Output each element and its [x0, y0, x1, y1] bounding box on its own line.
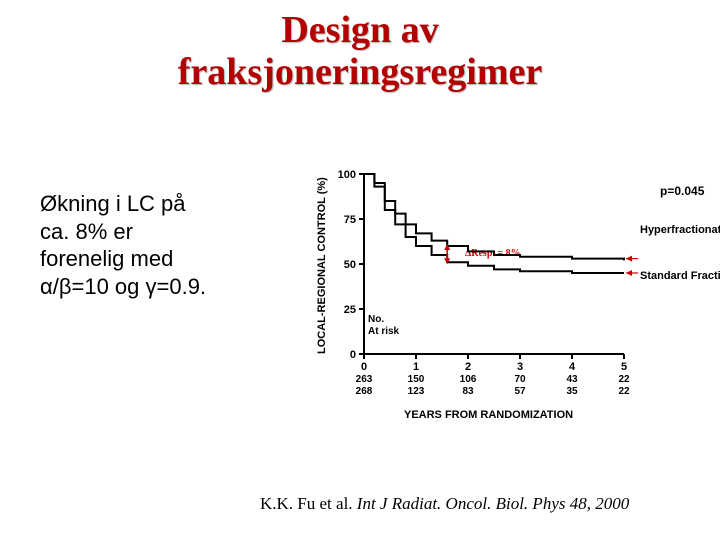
svg-text:50: 50: [344, 259, 356, 271]
svg-text:3: 3: [517, 361, 523, 373]
svg-text:57: 57: [514, 386, 526, 397]
km-chart: LOCAL-REGIONAL CONTROL (%) YEARS FROM RA…: [300, 160, 700, 420]
body-line-2: ca. 8% er: [40, 218, 206, 246]
title-line-1: Design av: [0, 10, 720, 52]
svg-text:1: 1: [413, 361, 419, 373]
svg-text:150: 150: [408, 374, 425, 385]
slide-title: Design av fraksjoneringsregimer: [0, 10, 720, 94]
svg-text:0: 0: [361, 361, 367, 373]
svg-text:22: 22: [618, 374, 630, 385]
citation: K.K. Fu et al. Int J Radiat. Oncol. Biol…: [260, 494, 629, 514]
svg-text:83: 83: [462, 386, 474, 397]
svg-text:43: 43: [566, 374, 578, 385]
body-line-3: forenelig med: [40, 245, 206, 273]
svg-text:At risk: At risk: [368, 326, 400, 337]
svg-text:268: 268: [356, 386, 373, 397]
svg-text:35: 35: [566, 386, 578, 397]
svg-text:123: 123: [408, 386, 425, 397]
svg-text:5: 5: [621, 361, 627, 373]
svg-text:75: 75: [344, 214, 356, 226]
svg-text:106: 106: [460, 374, 477, 385]
svg-text:No.: No.: [368, 314, 384, 325]
svg-text:2: 2: [465, 361, 471, 373]
svg-text:100: 100: [338, 169, 356, 181]
body-line-4: α/β=10 og γ=0.9.: [40, 273, 206, 301]
svg-text:263: 263: [356, 374, 373, 385]
svg-text:0: 0: [350, 349, 356, 361]
chart-svg: 0255075100012345No.At risk26315010670432…: [300, 160, 700, 420]
svg-text:25: 25: [344, 304, 356, 316]
title-line-2: fraksjoneringsregimer: [0, 52, 720, 94]
body-line-1: Økning i LC på: [40, 190, 206, 218]
citation-prefix: K.K. Fu et al.: [260, 494, 357, 513]
body-text: Økning i LC på ca. 8% er forenelig med α…: [40, 190, 206, 300]
svg-text:4: 4: [569, 361, 576, 373]
citation-italic: Int J Radiat. Oncol. Biol. Phys 48, 2000: [357, 494, 629, 513]
svg-text:22: 22: [618, 386, 630, 397]
svg-text:70: 70: [514, 374, 526, 385]
